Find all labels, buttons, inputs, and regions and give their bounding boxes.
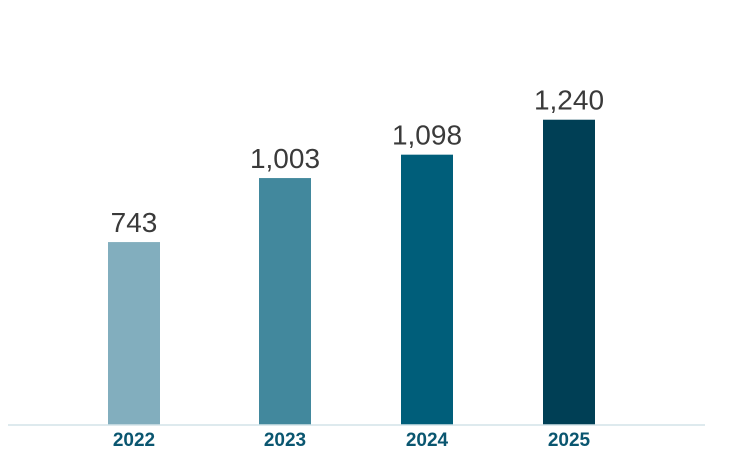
bar-2022: [108, 242, 160, 425]
x-tick-label-2025: 2025: [548, 430, 591, 451]
bar-2025: [543, 119, 595, 425]
value-label-2025: 1,240: [534, 85, 604, 116]
value-label-2022: 743: [111, 207, 158, 238]
bar-2023: [259, 178, 311, 425]
value-label-2024: 1,098: [392, 120, 462, 151]
bars-group: [108, 119, 595, 425]
bar-2024: [401, 154, 453, 425]
x-tick-label-2022: 2022: [113, 430, 155, 451]
x-tick-labels-group: 2022 2023 2024 2025: [113, 430, 591, 451]
value-labels-group: 743 1,003 1,098 1,240: [111, 85, 604, 238]
x-tick-label-2024: 2024: [406, 430, 449, 451]
value-label-2023: 1,003: [250, 143, 320, 174]
x-tick-label-2023: 2023: [264, 430, 306, 451]
